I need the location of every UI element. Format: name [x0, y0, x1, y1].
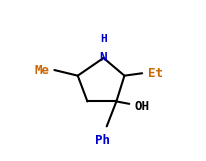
- Text: Ph: Ph: [95, 134, 110, 147]
- Text: N: N: [99, 52, 107, 64]
- Text: OH: OH: [134, 100, 149, 113]
- Text: H: H: [100, 34, 106, 44]
- Text: Me: Me: [35, 64, 50, 76]
- Text: Et: Et: [147, 67, 162, 80]
